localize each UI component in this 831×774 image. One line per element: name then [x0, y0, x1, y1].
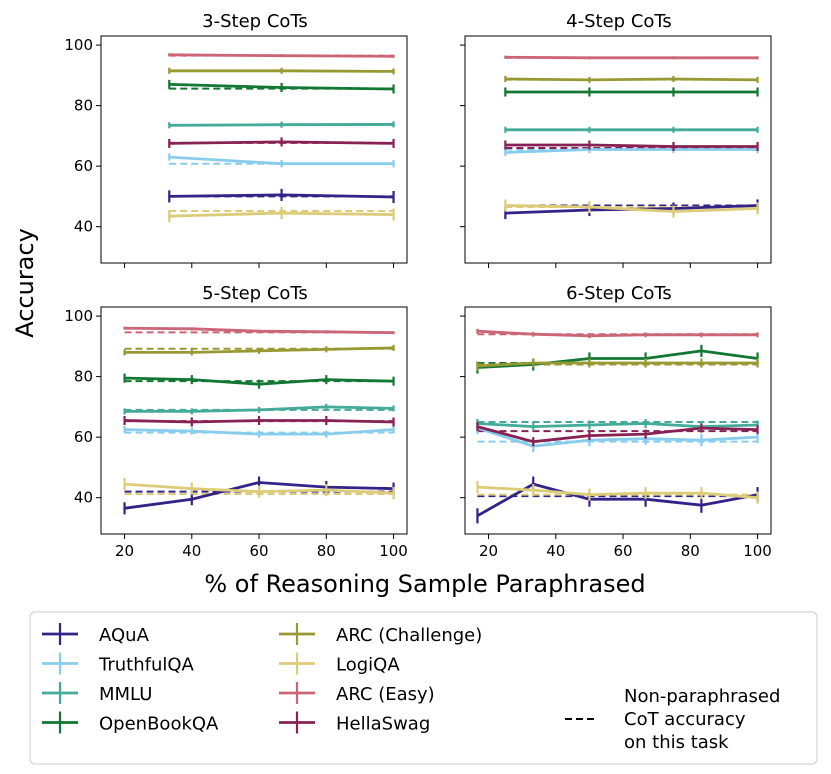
x-tick-label: 40 — [546, 542, 565, 560]
series-line-openbookqa — [477, 349, 758, 369]
panel-title-5-step: 5-Step CoTs — [202, 283, 308, 304]
panel-title-6-step: 6-Step CoTs — [566, 283, 672, 304]
legend-note-line-2: CoT accuracy — [624, 709, 746, 730]
legend-label: AQuA — [99, 625, 150, 646]
panel-6-step: 6-Step CoTs 20 40 60 80 100 — [460, 283, 772, 560]
legend-item-mmlu: MMLU — [42, 682, 152, 705]
x-tick-label: 60 — [249, 542, 268, 560]
series-line-mmlu — [477, 422, 758, 429]
series-line-arc-challenge — [505, 77, 758, 82]
legend-label: LogiQA — [336, 655, 400, 676]
legend-label: ARC (Easy) — [336, 684, 435, 705]
y-axis-label: Accuracy — [11, 228, 39, 338]
y-tick-label: 60 — [74, 157, 93, 175]
legend-frame — [29, 611, 818, 765]
panel-3-step: 3-Step CoTs 40 60 80 100 — [64, 11, 408, 268]
legend-note-line-1: Non-paraphrased — [624, 686, 780, 707]
series-line-truthfulqa — [476, 426, 758, 448]
x-axis-label: % of Reasoning Sample Paraphrased — [204, 570, 645, 598]
legend-item-arc-challenge: ARC (Challenge) — [279, 623, 482, 646]
legend-item-aqua: AQuA — [42, 623, 150, 646]
x-tick-label: 40 — [182, 542, 201, 560]
legend-label: MMLU — [99, 684, 152, 705]
series-line-hellaswag — [505, 143, 758, 148]
series-line-arc-easy — [477, 329, 758, 338]
legend-item-arc-easy: ARC (Easy) — [279, 682, 435, 705]
legend: AQuA TruthfulQA MMLU OpenBookQA ARC (Challen… — [29, 611, 818, 765]
series-line-arc-challenge — [477, 361, 758, 368]
plot-frame — [100, 306, 408, 535]
y-tick-label: 80 — [74, 97, 93, 115]
x-tick-label: 20 — [115, 542, 134, 560]
panel-title-4-step: 4-Step CoTs — [566, 11, 672, 32]
legend-item-openbookqa: OpenBookQA — [42, 711, 219, 735]
y-tick-label: 100 — [64, 307, 93, 325]
legend-label: ARC (Challenge) — [336, 625, 482, 646]
y-tick-label: 40 — [74, 218, 93, 236]
y-tick-label: 60 — [74, 428, 93, 446]
x-tick-label: 100 — [743, 542, 772, 560]
panel-4-step: 4-Step CoTs — [460, 11, 772, 268]
plot-frame — [464, 35, 772, 264]
x-tick-label: 60 — [613, 542, 632, 560]
legend-baseline-entry: Non-paraphrased CoT accuracy on this tas… — [565, 686, 780, 753]
x-tick-label: 20 — [479, 542, 498, 560]
legend-item-hellaswag: HellaSwag — [279, 711, 430, 735]
legend-item-truthfulqa: TruthfulQA — [42, 652, 195, 676]
series-line-logiqa — [477, 485, 758, 500]
legend-label: TruthfulQA — [98, 655, 195, 676]
series-line-hellaswag — [477, 425, 758, 444]
plot-frame — [100, 35, 408, 264]
panel-5-step: 5-Step CoTs 40 60 80 100 20 40 60 80 100 — [64, 283, 408, 560]
y-tick-label: 40 — [74, 489, 93, 507]
legend-note-line-3: on this task — [624, 732, 729, 753]
x-tick-label: 80 — [317, 542, 336, 560]
legend-item-logiqa: LogiQA — [279, 652, 400, 676]
series-line-truthfulqa — [505, 148, 758, 154]
plot-frame — [464, 306, 772, 535]
x-tick-label: 80 — [681, 542, 700, 560]
y-tick-label: 100 — [64, 36, 93, 54]
y-tick-label: 80 — [74, 368, 93, 386]
legend-label: HellaSwag — [336, 714, 430, 735]
x-tick-label: 100 — [379, 542, 408, 560]
series-line-arc-easy — [505, 55, 758, 60]
panel-title-3-step: 3-Step CoTs — [202, 11, 308, 32]
legend-label: OpenBookQA — [99, 714, 219, 735]
series-line-logiqa — [505, 204, 758, 213]
